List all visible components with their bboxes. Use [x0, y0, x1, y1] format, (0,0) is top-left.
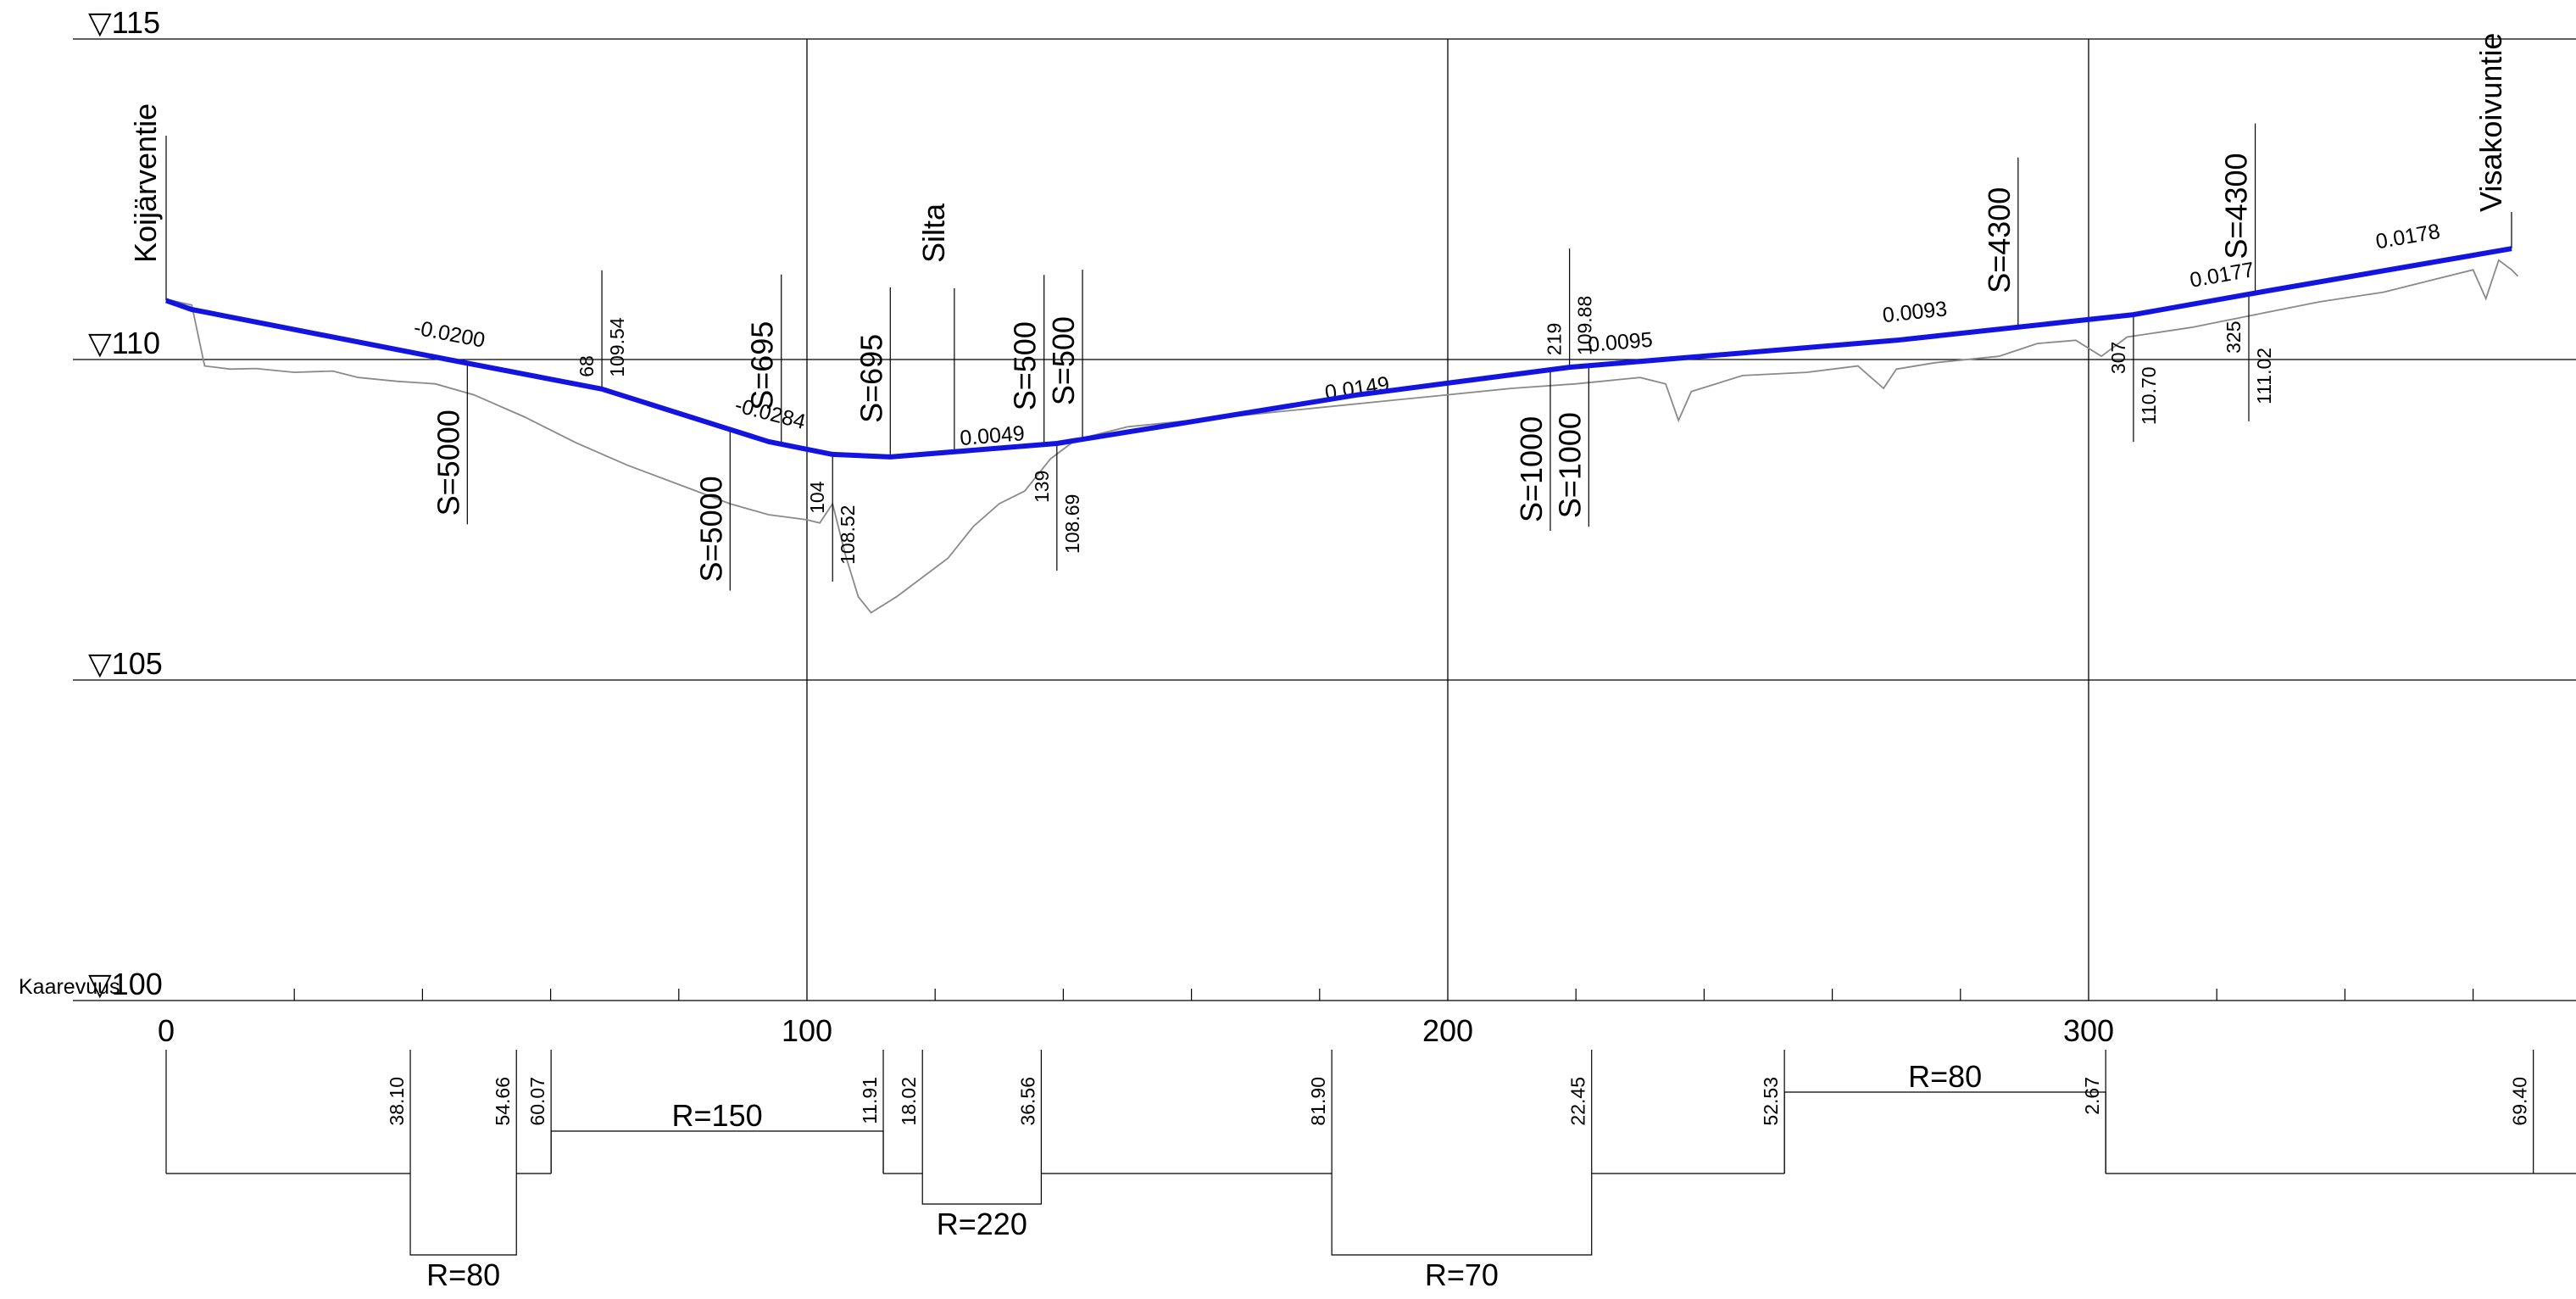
curve-bracket [921, 1174, 1042, 1205]
curve-radius-label: R=220 [937, 1207, 1027, 1241]
road-name-label: Silta [916, 203, 951, 263]
vertical-curve-label: S=4300 [1982, 187, 2017, 293]
vertical-curve-label: S=5000 [693, 476, 728, 582]
vertical-curve-label: S=695 [745, 321, 780, 410]
pvi-elevation-label: 111.02 [2253, 348, 2275, 404]
pvi-elevation-label: 108.69 [1061, 494, 1083, 554]
grade-label: 0.0095 [1587, 328, 1654, 357]
grade-label: 0.0178 [2374, 220, 2442, 254]
curve-radius-label: R=70 [1425, 1257, 1499, 1292]
ground-profile [165, 259, 2519, 614]
design-profile [165, 246, 2512, 460]
curvature-title: Kaarevuus [19, 975, 120, 999]
curve-radius-label: R=80 [426, 1257, 500, 1292]
curve-bracket [1331, 1174, 1593, 1256]
pvi-station-label: 325 [2223, 321, 2245, 354]
grade-label: 0.0093 [1882, 297, 1949, 327]
curvature-break-label: 22.45 [1567, 1077, 1589, 1126]
vertical-curve-label: S=1000 [1514, 416, 1549, 522]
grade-label: 0.0177 [2188, 258, 2256, 293]
vertical-curve-label: S=500 [1046, 316, 1081, 405]
pvi-station-label: 139 [1031, 471, 1053, 503]
pvi-station-label: 307 [2107, 342, 2129, 374]
vertical-curve-label: S=5000 [431, 410, 465, 516]
ground-line [165, 259, 2519, 614]
curvature-break-label: 69.40 [2509, 1077, 2531, 1126]
curvature-break-label: 2.67 [2081, 1077, 2103, 1115]
curve-bracket [550, 1130, 884, 1174]
curvature-break-label: 38.10 [386, 1077, 408, 1126]
pvi-station-label: 68 [576, 355, 598, 377]
road-name-label: Visakoivuntie [2473, 33, 2508, 212]
vertical-curve-label: S=695 [854, 334, 888, 423]
pvi-elevation-label: 108.52 [837, 505, 859, 565]
elevation-label: ▽110 [88, 326, 160, 360]
curvature-break-label: 18.02 [898, 1077, 920, 1126]
curvature-break-label: 52.53 [1760, 1077, 1782, 1126]
curvature-break-label: 36.56 [1016, 1077, 1038, 1126]
station-label: 300 [2063, 1013, 2114, 1048]
curvature-break-label: 11.91 [859, 1077, 881, 1124]
curvature-break-label: 54.66 [492, 1077, 514, 1126]
design-annotations: Koijärventie Silta Visakoivuntie S=5000 S=69… [128, 33, 2512, 591]
design-line [165, 246, 2512, 460]
vertical-curve-label: S=1000 [1552, 412, 1587, 518]
road-name-label: Koijärventie [128, 103, 163, 263]
vertical-curve-label: S=500 [1008, 321, 1043, 410]
curve-bracket [409, 1174, 517, 1256]
curvature-band: 38.10 54.66 60.07 11.91 18.02 36.56 81.90 22.45… [165, 1050, 2576, 1292]
curve-bracket [1783, 1091, 2106, 1174]
curvature-break-label: 60.07 [526, 1077, 548, 1126]
station-label: 100 [782, 1013, 832, 1048]
station-label: 0 [158, 1013, 175, 1048]
curve-radius-label: R=80 [1908, 1059, 1982, 1094]
curvature-break-label: 81.90 [1307, 1077, 1329, 1126]
vertical-curve-label: S=4300 [2219, 153, 2254, 259]
elevation-label: ▽115 [88, 5, 160, 40]
pvi-elevation-label: 109.54 [606, 317, 628, 377]
pvi-station-label: 219 [1544, 323, 1566, 355]
elevation-label: ▽100 [88, 967, 163, 1001]
grade-label: -0.0200 [412, 315, 487, 353]
pvi-elevation-label: 110.70 [2138, 366, 2160, 425]
elevation-label: ▽105 [88, 646, 163, 681]
station-label: 200 [1422, 1013, 1473, 1048]
pvi-station-label: 104 [806, 481, 828, 514]
pvi-elevation-label: 109.88 [1574, 296, 1596, 355]
curve-radius-label: R=150 [672, 1098, 763, 1133]
station-axis: 0 100 200 300 [158, 989, 2474, 1048]
